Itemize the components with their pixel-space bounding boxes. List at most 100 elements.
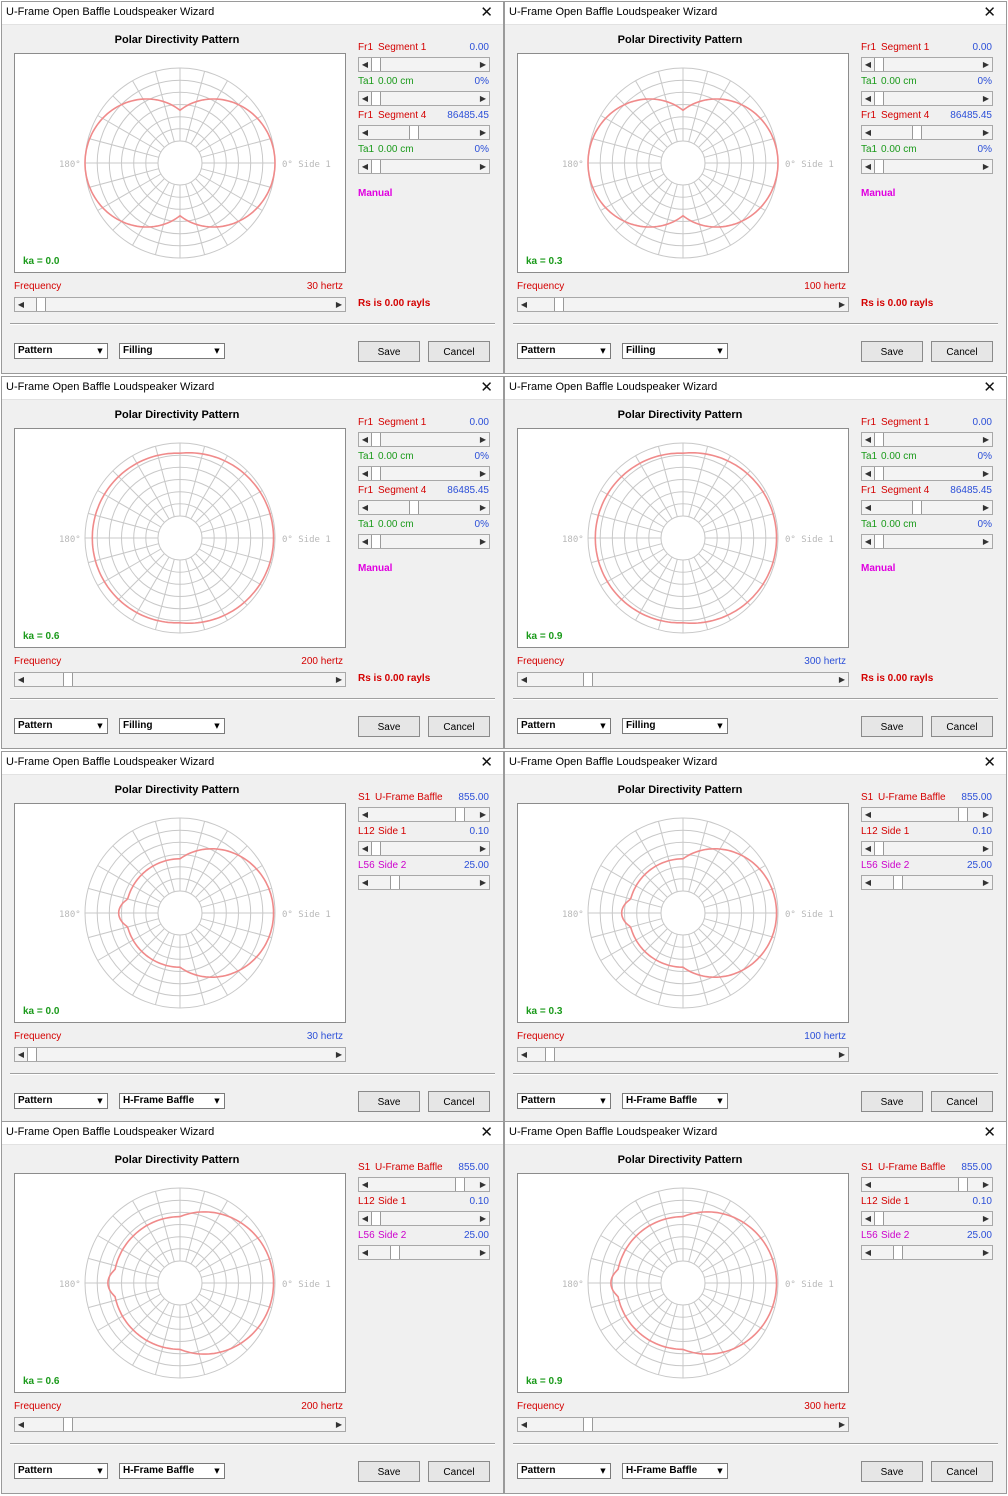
- scroll-left-arrow-icon[interactable]: ◀: [361, 469, 369, 478]
- slider-thumb[interactable]: [958, 1178, 968, 1191]
- scroll-left-arrow-icon[interactable]: ◀: [864, 878, 872, 887]
- parameter-slider[interactable]: ◀ ▶: [358, 466, 490, 481]
- scroll-left-arrow-icon[interactable]: ◀: [17, 1420, 25, 1429]
- frequency-slider[interactable]: ◀ ▶: [517, 672, 849, 687]
- close-icon[interactable]: ✕: [480, 378, 493, 396]
- slider-thumb[interactable]: [912, 126, 922, 139]
- scroll-right-arrow-icon[interactable]: ▶: [982, 162, 990, 171]
- close-icon[interactable]: ✕: [983, 753, 996, 771]
- scroll-right-arrow-icon[interactable]: ▶: [479, 1214, 487, 1223]
- slider-thumb[interactable]: [583, 673, 593, 686]
- scroll-left-arrow-icon[interactable]: ◀: [361, 128, 369, 137]
- scroll-left-arrow-icon[interactable]: ◀: [864, 537, 872, 546]
- chevron-down-icon[interactable]: ▼: [717, 1097, 723, 1105]
- slider-thumb[interactable]: [874, 535, 884, 548]
- scroll-right-arrow-icon[interactable]: ▶: [479, 878, 487, 887]
- scroll-left-arrow-icon[interactable]: ◀: [864, 503, 872, 512]
- slider-thumb[interactable]: [874, 160, 884, 173]
- mode-combo[interactable]: H-Frame Baffle ▼: [622, 1093, 728, 1109]
- scroll-left-arrow-icon[interactable]: ◀: [520, 675, 528, 684]
- scroll-left-arrow-icon[interactable]: ◀: [864, 844, 872, 853]
- parameter-slider[interactable]: ◀ ▶: [861, 1211, 993, 1226]
- slider-thumb[interactable]: [874, 467, 884, 480]
- scroll-right-arrow-icon[interactable]: ▶: [838, 675, 846, 684]
- cancel-button[interactable]: Cancel: [428, 341, 490, 362]
- scroll-right-arrow-icon[interactable]: ▶: [982, 1180, 990, 1189]
- close-icon[interactable]: ✕: [480, 753, 493, 771]
- scroll-left-arrow-icon[interactable]: ◀: [361, 878, 369, 887]
- chevron-down-icon[interactable]: ▼: [717, 1467, 723, 1475]
- scroll-left-arrow-icon[interactable]: ◀: [520, 1420, 528, 1429]
- scroll-left-arrow-icon[interactable]: ◀: [864, 128, 872, 137]
- cancel-button[interactable]: Cancel: [428, 1461, 490, 1482]
- slider-thumb[interactable]: [893, 1246, 903, 1259]
- scroll-right-arrow-icon[interactable]: ▶: [982, 94, 990, 103]
- scroll-left-arrow-icon[interactable]: ◀: [361, 60, 369, 69]
- scroll-left-arrow-icon[interactable]: ◀: [361, 1214, 369, 1223]
- chevron-down-icon[interactable]: ▼: [600, 722, 606, 730]
- slider-thumb[interactable]: [874, 433, 884, 446]
- slider-thumb[interactable]: [371, 535, 381, 548]
- parameter-slider[interactable]: ◀ ▶: [358, 1177, 490, 1192]
- mode-combo[interactable]: H-Frame Baffle ▼: [119, 1463, 225, 1479]
- scroll-left-arrow-icon[interactable]: ◀: [520, 300, 528, 309]
- chevron-down-icon[interactable]: ▼: [717, 347, 723, 355]
- scroll-right-arrow-icon[interactable]: ▶: [982, 810, 990, 819]
- parameter-slider[interactable]: ◀ ▶: [861, 500, 993, 515]
- scroll-right-arrow-icon[interactable]: ▶: [479, 1180, 487, 1189]
- cancel-button[interactable]: Cancel: [428, 1091, 490, 1112]
- parameter-slider[interactable]: ◀ ▶: [358, 57, 490, 72]
- slider-thumb[interactable]: [36, 298, 46, 311]
- parameter-slider[interactable]: ◀ ▶: [861, 1177, 993, 1192]
- scroll-left-arrow-icon[interactable]: ◀: [864, 1180, 872, 1189]
- chevron-down-icon[interactable]: ▼: [214, 722, 220, 730]
- parameter-slider[interactable]: ◀ ▶: [358, 1211, 490, 1226]
- scroll-left-arrow-icon[interactable]: ◀: [864, 810, 872, 819]
- frequency-slider[interactable]: ◀ ▶: [14, 1047, 346, 1062]
- slider-thumb[interactable]: [893, 876, 903, 889]
- pattern-combo[interactable]: Pattern ▼: [517, 1463, 611, 1479]
- parameter-slider[interactable]: ◀ ▶: [861, 432, 993, 447]
- parameter-slider[interactable]: ◀ ▶: [358, 125, 490, 140]
- parameter-slider[interactable]: ◀ ▶: [358, 91, 490, 106]
- chevron-down-icon[interactable]: ▼: [600, 347, 606, 355]
- parameter-slider[interactable]: ◀ ▶: [358, 432, 490, 447]
- slider-thumb[interactable]: [371, 467, 381, 480]
- slider-thumb[interactable]: [409, 501, 419, 514]
- close-icon[interactable]: ✕: [983, 378, 996, 396]
- scroll-right-arrow-icon[interactable]: ▶: [838, 1050, 846, 1059]
- scroll-left-arrow-icon[interactable]: ◀: [864, 60, 872, 69]
- slider-thumb[interactable]: [545, 1048, 555, 1061]
- scroll-left-arrow-icon[interactable]: ◀: [361, 162, 369, 171]
- pattern-combo[interactable]: Pattern ▼: [517, 718, 611, 734]
- scroll-left-arrow-icon[interactable]: ◀: [361, 1180, 369, 1189]
- cancel-button[interactable]: Cancel: [931, 1091, 993, 1112]
- scroll-left-arrow-icon[interactable]: ◀: [520, 1050, 528, 1059]
- parameter-slider[interactable]: ◀ ▶: [358, 534, 490, 549]
- scroll-right-arrow-icon[interactable]: ▶: [335, 1420, 343, 1429]
- slider-thumb[interactable]: [63, 673, 73, 686]
- parameter-slider[interactable]: ◀ ▶: [861, 91, 993, 106]
- scroll-right-arrow-icon[interactable]: ▶: [982, 878, 990, 887]
- mode-combo[interactable]: Filling ▼: [622, 718, 728, 734]
- parameter-slider[interactable]: ◀ ▶: [861, 534, 993, 549]
- slider-thumb[interactable]: [583, 1418, 593, 1431]
- parameter-slider[interactable]: ◀ ▶: [358, 1245, 490, 1260]
- scroll-right-arrow-icon[interactable]: ▶: [982, 844, 990, 853]
- scroll-right-arrow-icon[interactable]: ▶: [982, 537, 990, 546]
- slider-thumb[interactable]: [958, 808, 968, 821]
- scroll-right-arrow-icon[interactable]: ▶: [479, 503, 487, 512]
- scroll-right-arrow-icon[interactable]: ▶: [982, 1248, 990, 1257]
- pattern-combo[interactable]: Pattern ▼: [517, 343, 611, 359]
- scroll-right-arrow-icon[interactable]: ▶: [335, 675, 343, 684]
- scroll-left-arrow-icon[interactable]: ◀: [864, 469, 872, 478]
- scroll-right-arrow-icon[interactable]: ▶: [982, 128, 990, 137]
- scroll-left-arrow-icon[interactable]: ◀: [17, 675, 25, 684]
- slider-thumb[interactable]: [874, 58, 884, 71]
- save-button[interactable]: Save: [358, 341, 420, 362]
- scroll-left-arrow-icon[interactable]: ◀: [864, 162, 872, 171]
- parameter-slider[interactable]: ◀ ▶: [358, 500, 490, 515]
- slider-thumb[interactable]: [409, 126, 419, 139]
- slider-thumb[interactable]: [371, 433, 381, 446]
- scroll-right-arrow-icon[interactable]: ▶: [479, 128, 487, 137]
